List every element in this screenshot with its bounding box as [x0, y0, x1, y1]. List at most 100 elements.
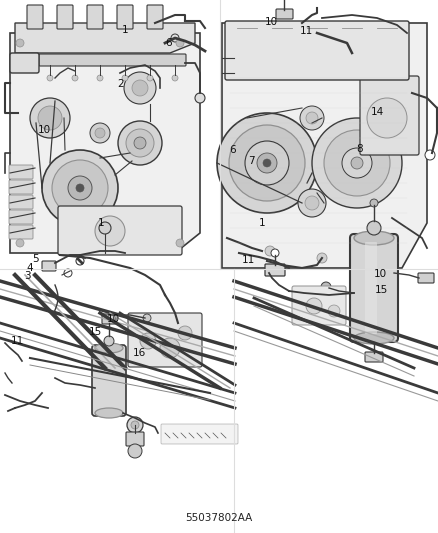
FancyBboxPatch shape — [9, 210, 33, 224]
Circle shape — [328, 305, 340, 317]
Circle shape — [271, 249, 279, 257]
Circle shape — [90, 123, 110, 143]
Circle shape — [298, 189, 326, 217]
Ellipse shape — [354, 231, 394, 245]
Text: 11: 11 — [242, 255, 255, 265]
Text: 15: 15 — [374, 285, 388, 295]
Circle shape — [16, 39, 24, 47]
Circle shape — [76, 257, 84, 265]
FancyBboxPatch shape — [292, 286, 346, 325]
Circle shape — [124, 72, 156, 104]
Circle shape — [306, 298, 322, 314]
Circle shape — [68, 176, 92, 200]
Text: 2: 2 — [117, 79, 124, 89]
Text: 11: 11 — [11, 336, 24, 346]
FancyBboxPatch shape — [350, 234, 398, 342]
FancyBboxPatch shape — [58, 206, 182, 255]
Text: 1: 1 — [97, 218, 104, 228]
Circle shape — [118, 121, 162, 165]
Text: 10: 10 — [374, 269, 387, 279]
Circle shape — [367, 98, 407, 138]
Circle shape — [265, 246, 275, 256]
Circle shape — [245, 141, 289, 185]
Text: 7: 7 — [248, 156, 255, 166]
Circle shape — [425, 150, 435, 160]
Polygon shape — [15, 23, 195, 53]
Circle shape — [72, 75, 78, 81]
Circle shape — [229, 125, 305, 201]
FancyBboxPatch shape — [9, 195, 33, 209]
Circle shape — [128, 444, 142, 458]
Circle shape — [140, 333, 156, 349]
Circle shape — [160, 338, 180, 358]
Text: 11: 11 — [300, 26, 313, 36]
Circle shape — [95, 216, 125, 246]
Circle shape — [324, 130, 390, 196]
Circle shape — [305, 196, 319, 210]
FancyBboxPatch shape — [102, 314, 116, 324]
Circle shape — [178, 326, 192, 340]
Circle shape — [217, 113, 317, 213]
Text: 15: 15 — [89, 327, 102, 336]
Circle shape — [122, 75, 128, 81]
Text: 3: 3 — [24, 271, 31, 281]
FancyBboxPatch shape — [126, 432, 144, 446]
Circle shape — [104, 336, 114, 346]
Circle shape — [143, 314, 151, 322]
Circle shape — [176, 239, 184, 247]
FancyBboxPatch shape — [147, 5, 163, 29]
Circle shape — [195, 93, 205, 103]
Text: 5: 5 — [32, 254, 39, 264]
FancyBboxPatch shape — [365, 242, 377, 334]
Polygon shape — [10, 33, 200, 253]
Circle shape — [30, 98, 70, 138]
FancyBboxPatch shape — [9, 180, 33, 194]
Text: 8: 8 — [356, 144, 363, 154]
Circle shape — [127, 417, 143, 433]
Text: 1: 1 — [121, 25, 128, 35]
Circle shape — [38, 106, 62, 130]
Circle shape — [321, 282, 331, 292]
Circle shape — [126, 129, 154, 157]
Circle shape — [317, 253, 327, 263]
FancyBboxPatch shape — [225, 21, 409, 80]
FancyBboxPatch shape — [9, 165, 33, 179]
Circle shape — [42, 150, 118, 226]
Circle shape — [306, 112, 318, 124]
Circle shape — [16, 239, 24, 247]
FancyBboxPatch shape — [87, 5, 103, 29]
FancyBboxPatch shape — [9, 225, 33, 239]
Circle shape — [64, 269, 72, 277]
FancyBboxPatch shape — [42, 261, 56, 271]
Text: 16: 16 — [133, 348, 146, 358]
Text: 10: 10 — [265, 18, 278, 27]
Circle shape — [147, 75, 153, 81]
Circle shape — [351, 157, 363, 169]
Circle shape — [370, 199, 378, 207]
Circle shape — [312, 118, 402, 208]
Circle shape — [132, 80, 148, 96]
FancyBboxPatch shape — [161, 424, 238, 444]
Text: 6: 6 — [165, 38, 172, 47]
FancyBboxPatch shape — [27, 5, 43, 29]
FancyBboxPatch shape — [92, 345, 126, 416]
Circle shape — [176, 39, 184, 47]
FancyBboxPatch shape — [10, 53, 39, 73]
Circle shape — [367, 238, 377, 248]
Text: 1: 1 — [258, 218, 265, 228]
Ellipse shape — [95, 343, 123, 353]
Circle shape — [52, 160, 108, 216]
Text: 55037802AA: 55037802AA — [185, 513, 253, 523]
Ellipse shape — [95, 408, 123, 418]
Circle shape — [134, 137, 146, 149]
FancyBboxPatch shape — [365, 352, 383, 362]
Text: 10: 10 — [38, 125, 51, 135]
Circle shape — [367, 221, 381, 235]
Circle shape — [99, 222, 111, 234]
Circle shape — [171, 34, 179, 42]
FancyBboxPatch shape — [128, 313, 202, 367]
Circle shape — [172, 75, 178, 81]
Circle shape — [300, 106, 324, 130]
Circle shape — [131, 421, 139, 429]
Circle shape — [97, 75, 103, 81]
